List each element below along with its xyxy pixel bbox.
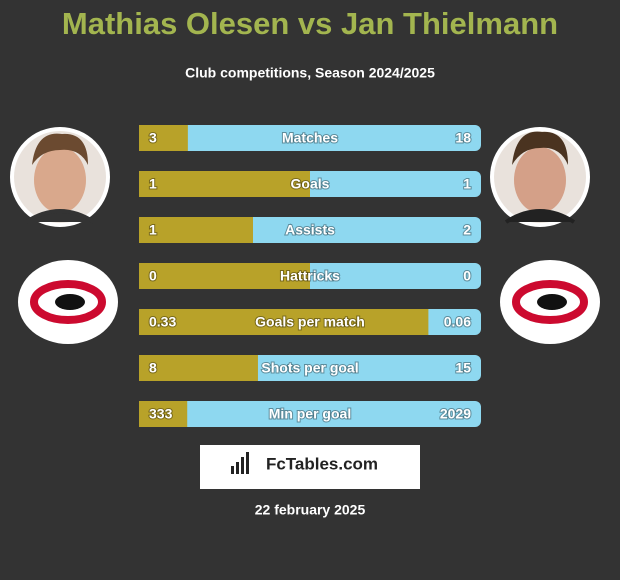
subtitle: Club competitions, Season 2024/2025 <box>185 65 435 81</box>
left-value: 0.33 <box>149 314 176 330</box>
row-label: Hattricks <box>280 268 340 284</box>
brand: FcTables.com <box>266 454 378 473</box>
bar-left-cap <box>139 309 147 335</box>
row-label: Assists <box>285 222 335 238</box>
bar-left-cap <box>139 125 147 151</box>
player-left-photo <box>10 127 110 227</box>
left-value: 3 <box>149 130 157 146</box>
right-value: 0 <box>463 268 471 284</box>
left-value: 1 <box>149 176 157 192</box>
right-value: 0.06 <box>444 314 471 330</box>
right-value: 2029 <box>440 406 471 422</box>
title: Mathias Olesen vs Jan Thielmann <box>62 6 558 41</box>
player-right-photo <box>490 127 590 227</box>
left-value: 333 <box>149 406 173 422</box>
bar-left <box>139 309 429 335</box>
row-label: Min per goal <box>269 406 351 422</box>
left-value: 0 <box>149 268 157 284</box>
row-label: Goals <box>291 176 330 192</box>
left-value: 8 <box>149 360 157 376</box>
right-value: 15 <box>455 360 471 376</box>
row-label: Goals per match <box>255 314 365 330</box>
left-value: 1 <box>149 222 157 238</box>
bar-left <box>139 125 188 151</box>
right-value: 1 <box>463 176 471 192</box>
bar-left-cap <box>139 263 147 289</box>
bar-left <box>139 263 310 289</box>
bar-left-cap <box>139 355 147 381</box>
bar-left-cap <box>139 217 147 243</box>
row-label: Shots per goal <box>261 360 358 376</box>
bar-right <box>139 125 481 151</box>
bar-left <box>139 217 253 243</box>
bar-left-cap <box>139 401 147 427</box>
row-label: Matches <box>282 130 338 146</box>
date: 22 february 2025 <box>255 502 366 518</box>
right-value: 18 <box>455 130 471 146</box>
bar-left <box>139 401 188 427</box>
team-left-logo <box>18 260 118 344</box>
brand-icon <box>231 452 249 474</box>
bar-left-cap <box>139 171 147 197</box>
bar-left <box>139 171 310 197</box>
bar-right <box>139 401 481 427</box>
team-right-logo <box>500 260 600 344</box>
bar-left <box>139 355 258 381</box>
right-value: 2 <box>463 222 471 238</box>
